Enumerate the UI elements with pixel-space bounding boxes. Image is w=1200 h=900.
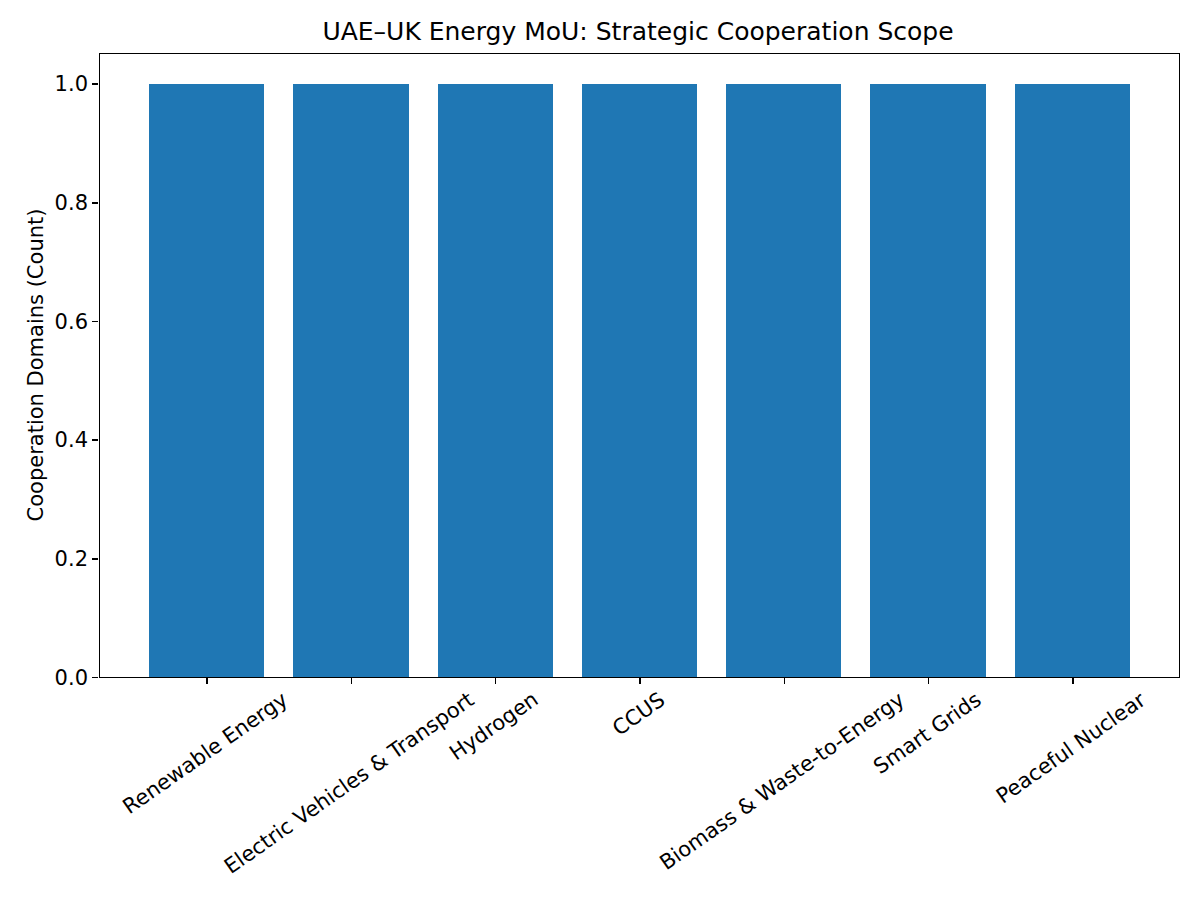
plot-area	[99, 53, 1180, 678]
bar-chart-figure: UAE–UK Energy MoU: Strategic Cooperation…	[0, 0, 1200, 900]
y-tick-mark	[92, 83, 98, 85]
chart-title: UAE–UK Energy MoU: Strategic Cooperation…	[322, 17, 953, 46]
x-tick-label: Biomass & Waste-to-Energy	[656, 688, 910, 876]
y-tick-mark	[92, 558, 98, 560]
y-tick-label: 0.6	[28, 310, 88, 334]
y-tick-mark	[92, 321, 98, 323]
bar	[149, 84, 264, 677]
y-tick-mark	[92, 202, 98, 204]
y-tick-label: 0.2	[28, 547, 88, 571]
x-tick-label: CCUS	[608, 687, 670, 741]
y-tick-label: 0.4	[28, 428, 88, 452]
x-tick-mark	[351, 678, 353, 684]
x-tick-mark	[928, 678, 930, 684]
x-tick-mark	[495, 678, 497, 684]
y-tick-label: 0.8	[28, 191, 88, 215]
bar	[726, 84, 841, 677]
x-tick-mark	[206, 678, 208, 684]
y-tick-label: 0.0	[28, 666, 88, 690]
x-tick-mark	[1072, 678, 1074, 684]
y-tick-mark	[92, 439, 98, 441]
bar	[293, 84, 408, 677]
bar	[1015, 84, 1130, 677]
bar	[870, 84, 985, 677]
bar	[582, 84, 697, 677]
y-tick-label: 1.0	[28, 72, 88, 96]
x-tick-mark	[639, 678, 641, 684]
y-axis-label: Cooperation Domains (Count)	[24, 208, 48, 521]
x-tick-label: Renewable Energy	[119, 687, 293, 819]
x-tick-label: Peaceful Nuclear	[992, 687, 1151, 809]
bar	[438, 84, 553, 677]
x-tick-mark	[784, 678, 786, 684]
y-tick-mark	[92, 677, 98, 679]
